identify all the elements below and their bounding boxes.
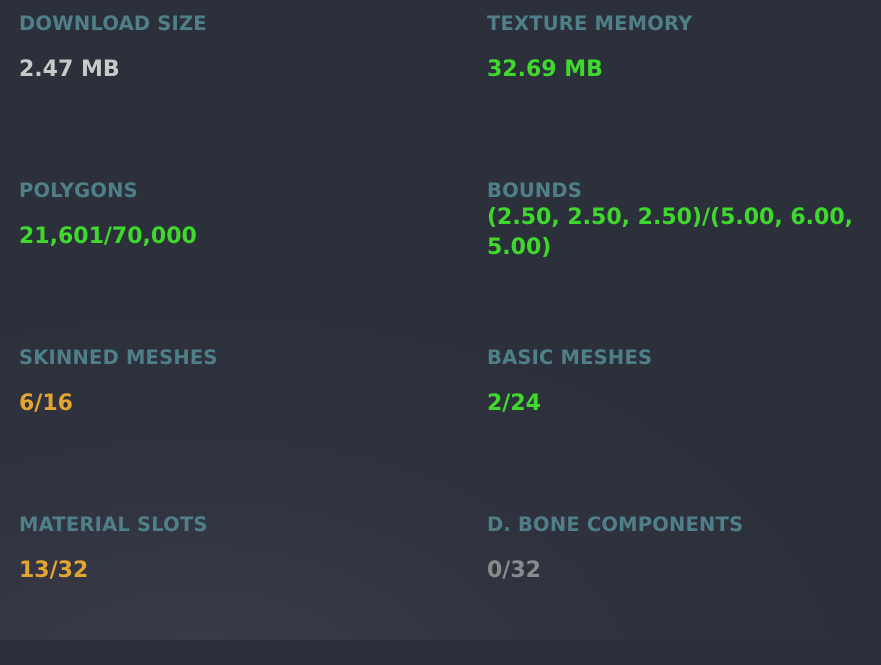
stat-label: SKINNED MESHES (19, 346, 218, 369)
stat-label: BASIC MESHES (487, 346, 653, 369)
stat-value: (2.50, 2.50, 2.50)/(5.00, 6.00, 5.00) (487, 205, 854, 260)
stat-value: 2.47 MB (19, 57, 120, 82)
stat-texture-memory: TEXTURE MEMORY 32.69 MB (487, 4, 881, 164)
stat-value: 32.69 MB (487, 57, 603, 82)
stat-material-slots: MATERIAL SLOTS 13/32 (19, 505, 419, 665)
stat-value: 13/32 (19, 558, 89, 583)
stat-polygons: POLYGONS 21,601/70,000 (19, 171, 419, 331)
stat-label: DOWNLOAD SIZE (19, 12, 207, 35)
stat-dynamic-bone-components: D. BONE COMPONENTS 0/32 (487, 505, 881, 665)
stat-value: 21,601/70,000 (19, 224, 197, 249)
stat-bounds: BOUNDS (2.50, 2.50, 2.50)/(5.00, 6.00, 5… (487, 171, 881, 331)
stat-skinned-meshes: SKINNED MESHES 6/16 (19, 338, 419, 498)
stat-label: BOUNDS (487, 179, 583, 202)
stat-label: D. BONE COMPONENTS (487, 513, 744, 536)
stat-value: 0/32 (487, 558, 541, 583)
stat-value: 2/24 (487, 391, 541, 416)
stat-label: POLYGONS (19, 179, 138, 202)
stat-label: TEXTURE MEMORY (487, 12, 693, 35)
stat-download-size: DOWNLOAD SIZE 2.47 MB (19, 4, 419, 164)
stat-label: MATERIAL SLOTS (19, 513, 208, 536)
stat-basic-meshes: BASIC MESHES 2/24 (487, 338, 881, 498)
stat-value: 6/16 (19, 391, 73, 416)
